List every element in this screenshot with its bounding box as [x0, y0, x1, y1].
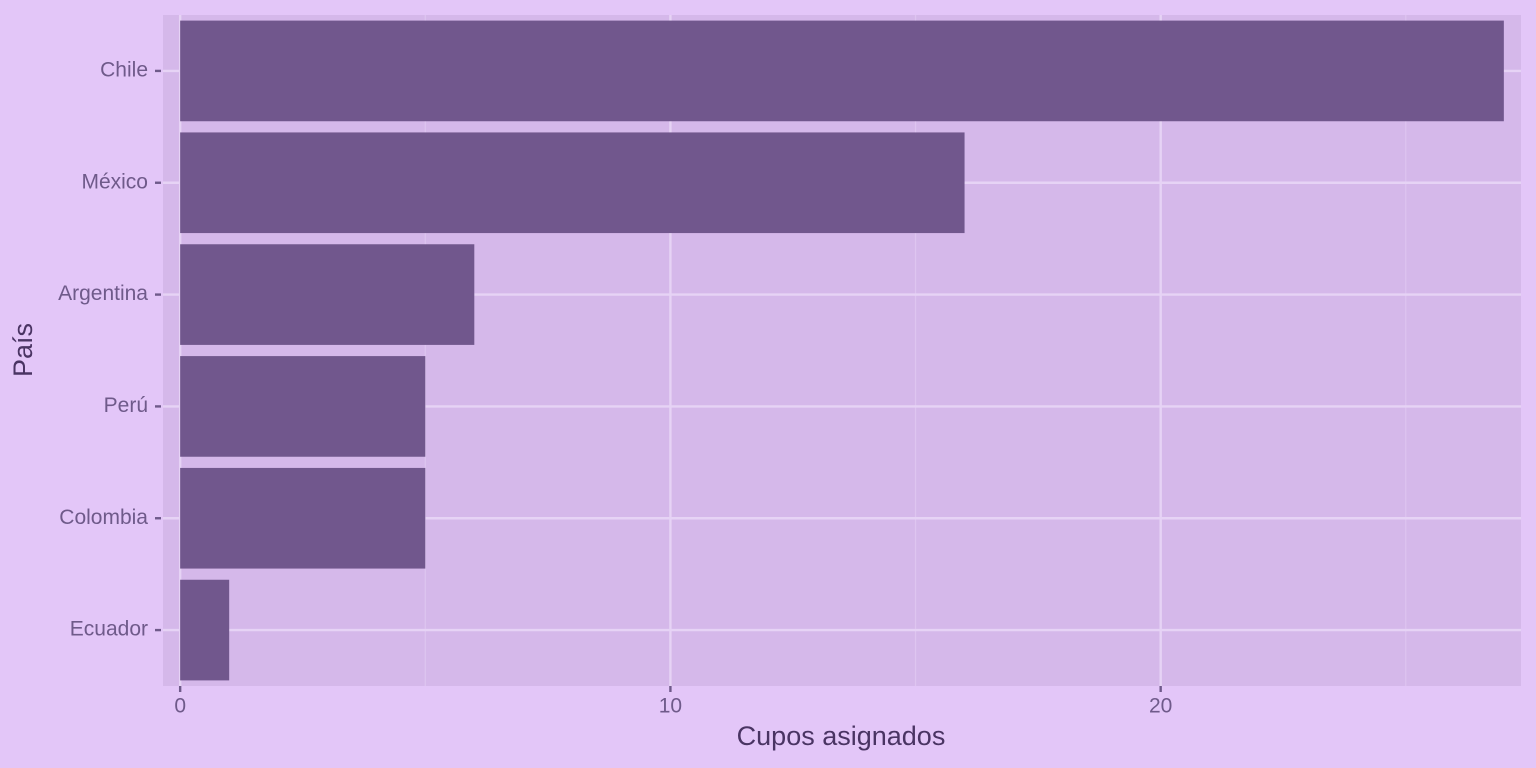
x-tick-label: 0 — [174, 695, 186, 718]
x-axis-title: Cupos asignados — [737, 721, 946, 751]
y-tick-label: Colombia — [59, 506, 148, 529]
y-tick-label: Perú — [104, 394, 148, 417]
bar — [180, 132, 965, 234]
bar — [180, 244, 475, 345]
y-tick-label: Argentina — [58, 282, 148, 305]
bar — [180, 467, 426, 569]
y-tick-label: Ecuador — [70, 618, 148, 641]
panel — [163, 15, 1521, 686]
bar — [180, 356, 426, 457]
bar — [180, 20, 1504, 122]
x-tick-label: 10 — [659, 695, 682, 718]
bar — [180, 579, 230, 681]
x-tick-label: 20 — [1149, 695, 1172, 718]
y-tick-label: Chile — [100, 58, 148, 81]
y-tick-label: México — [81, 170, 148, 193]
y-axis-title: País — [8, 323, 38, 377]
